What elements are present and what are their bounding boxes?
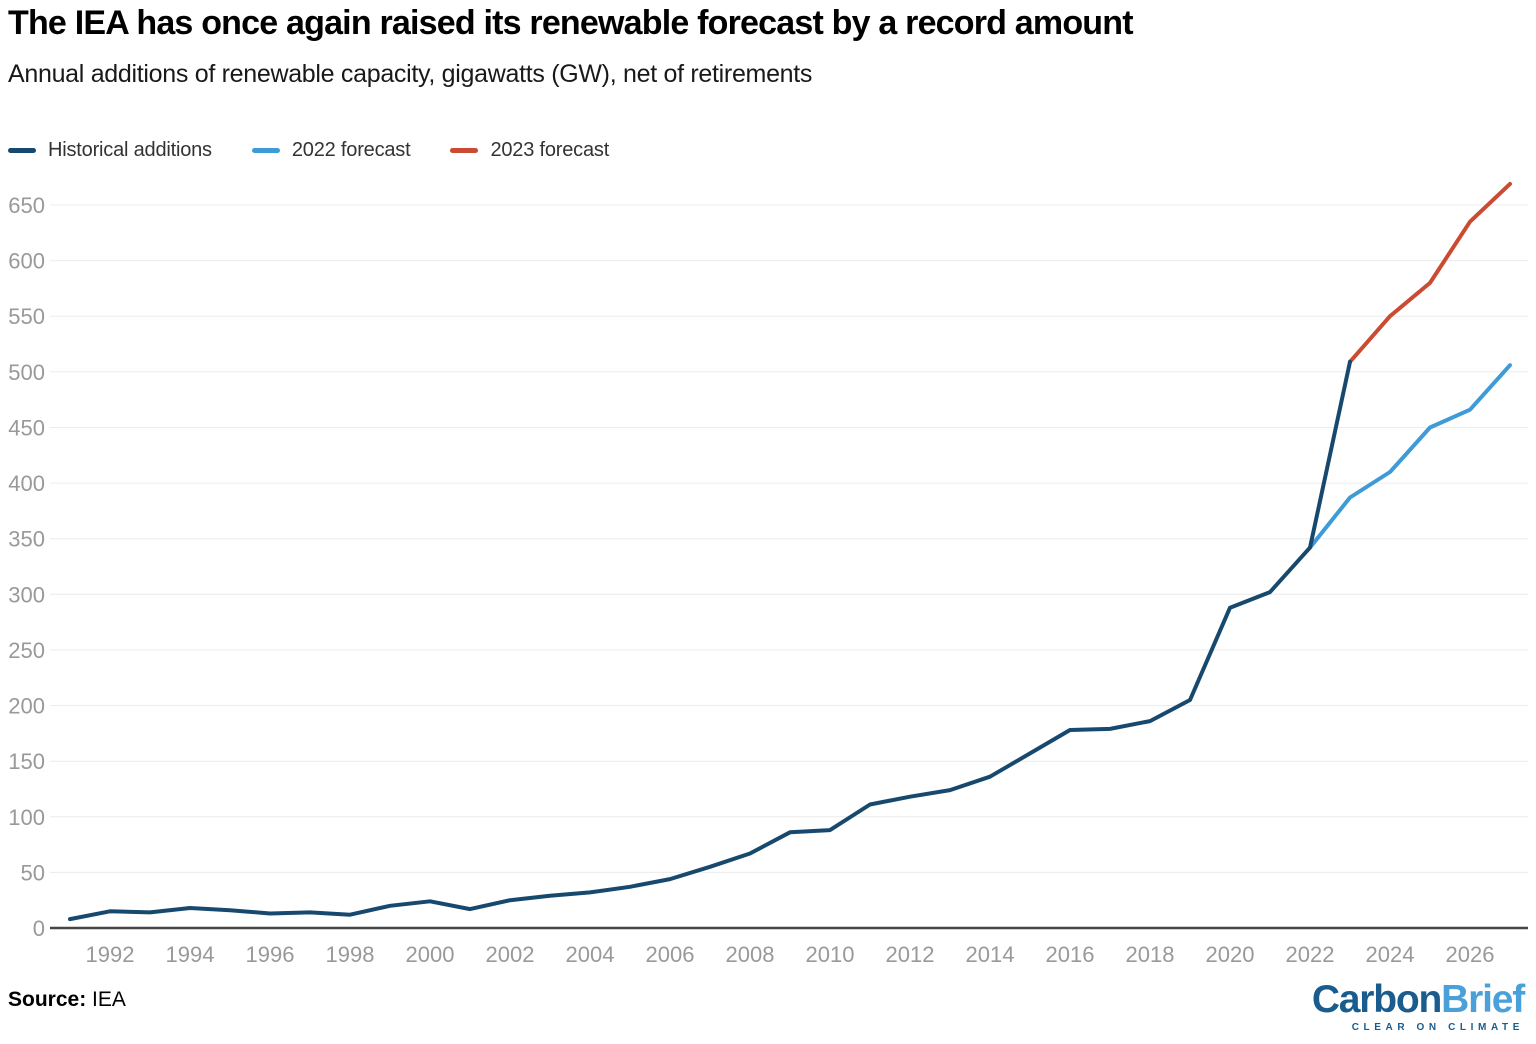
y-axis-tick-label: 600 [8,249,45,274]
y-axis-tick-label: 450 [8,416,45,441]
y-axis-tick-label: 650 [8,193,45,218]
y-axis-tick-label: 100 [8,805,45,830]
source-value: IEA [92,988,126,1011]
x-axis-tick-label: 2018 [1126,942,1175,967]
x-axis-tick-label: 1992 [86,942,135,967]
x-axis-tick-label: 1996 [246,942,295,967]
legend-item-2022-forecast: 2022 forecast [251,139,411,162]
carbonbrief-wordmark: CarbonBrief [1311,978,1525,1021]
legend-swatch [251,148,280,153]
series-2023-forecast [1348,181,1512,364]
x-axis-tick-label: 2006 [646,942,695,967]
logo-tagline: CLEAR ON CLIMATE [1351,1022,1524,1033]
x-axis-tick-label: 2008 [726,942,775,967]
y-axis-tick-label: 250 [8,638,45,663]
series-historical-additions [68,359,1352,922]
x-axis-tick-label: 2016 [1046,942,1095,967]
legend-label: Historical additions [48,139,212,161]
page-subtitle: Annual additions of renewable capacity, … [8,60,813,88]
x-axis-tick-label: 2000 [406,942,455,967]
source-note: Source: IEA [8,988,126,1012]
logo-carbon-text: Carbon [1311,978,1443,1021]
legend-swatch [450,148,479,153]
logo-brief-text: Brief [1441,978,1525,1021]
x-axis-tick-label: 1998 [326,942,375,967]
y-axis-tick-label: 200 [8,694,45,719]
x-axis-tick-label: 2026 [1446,942,1495,967]
x-axis-tick-label: 2020 [1206,942,1255,967]
y-axis-tick-label: 500 [8,360,45,385]
legend: Historical additions 2022 forecast 2023 … [8,139,609,162]
legend-item-2023-forecast: 2023 forecast [450,139,609,162]
carbonbrief-logo: CarbonBrief CLEAR ON CLIMATE [1311,978,1525,1033]
series-2022-forecast [1308,363,1512,550]
x-axis-tick-label: 2022 [1286,942,1335,967]
x-axis-tick-label: 2010 [806,942,855,967]
x-axis-tick-label: 2014 [966,942,1015,967]
y-axis-tick-label: 0 [33,916,45,941]
legend-swatch [8,148,36,153]
legend-item-historical: Historical additions [8,139,212,162]
y-axis-tick-label: 550 [8,304,45,329]
x-axis-tick-label: 2002 [486,942,535,967]
legend-label: 2022 forecast [291,139,411,161]
x-axis-tick-label: 1994 [166,942,215,967]
y-axis-tick-label: 400 [8,471,45,496]
source-label: Source: [8,988,87,1011]
y-axis-tick-label: 350 [8,527,45,552]
page-title: The IEA has once again raised its renewa… [8,4,1134,42]
legend-label: 2023 forecast [490,139,610,161]
x-axis-tick-label: 2024 [1366,942,1415,967]
y-axis-tick-label: 150 [8,749,45,774]
x-axis-tick-label: 2004 [566,942,615,967]
y-axis-tick-label: 50 [21,860,45,885]
y-axis-tick-label: 300 [8,582,45,607]
x-axis-tick-label: 2012 [886,942,935,967]
